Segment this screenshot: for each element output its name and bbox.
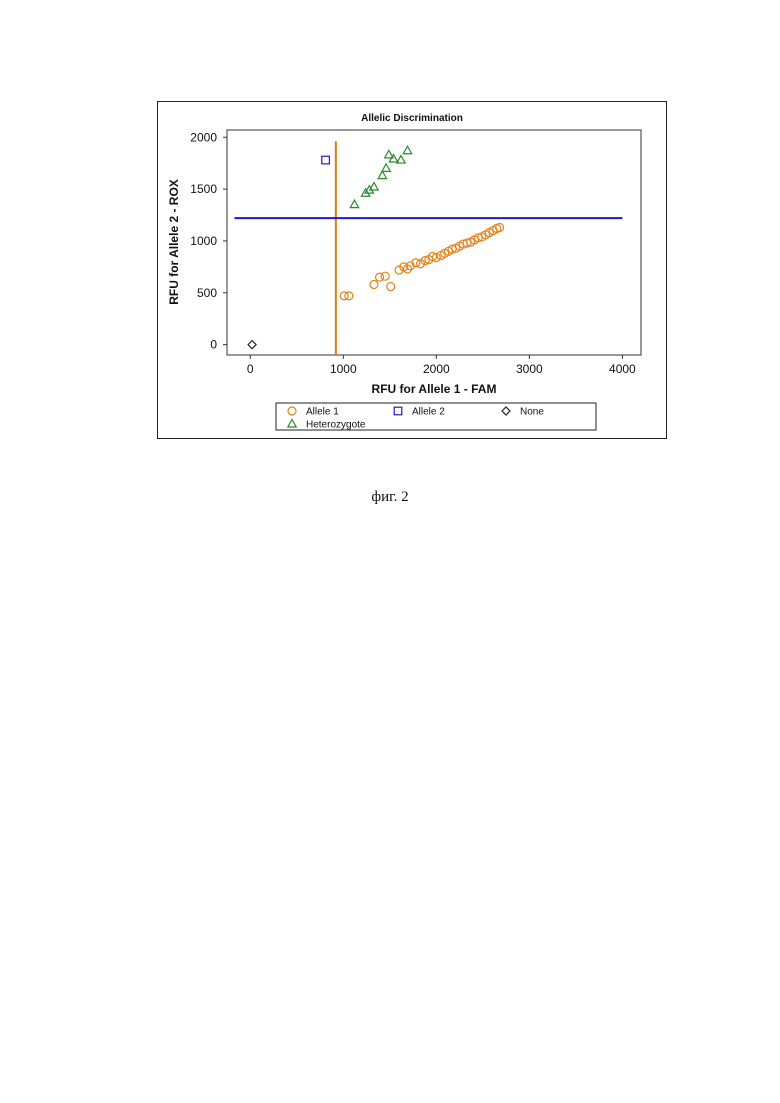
x-tick-label: 2000 xyxy=(423,362,450,376)
y-tick-label: 1000 xyxy=(190,234,217,248)
legend-label-heterozygote: Heterozygote xyxy=(306,420,366,431)
y-tick-label: 1500 xyxy=(190,182,217,196)
x-axis-label: RFU for Allele 1 - FAM xyxy=(372,382,497,396)
legend-label-allele-1: Allele 1 xyxy=(306,407,339,418)
plot-area xyxy=(227,130,641,355)
legend-label-allele-2: Allele 2 xyxy=(412,407,445,418)
y-tick-label: 0 xyxy=(210,338,217,352)
legend: Allele 1 Allele 2 None Heterozygote xyxy=(276,403,596,431)
chart-title: Allelic Discrimination xyxy=(361,113,463,124)
chart-figure: Allelic Discrimination 0 1000 2000 3000 4000… xyxy=(157,101,667,439)
x-tick-label: 0 xyxy=(247,362,254,376)
y-axis-label: RFU for Allele 2 - ROX xyxy=(167,179,181,305)
x-tick-label: 3000 xyxy=(516,362,543,376)
x-tick-label: 1000 xyxy=(330,362,357,376)
chart-svg: Allelic Discrimination 0 1000 2000 3000 4000… xyxy=(158,102,666,438)
y-tick-label: 2000 xyxy=(190,130,217,144)
x-tick-label: 4000 xyxy=(609,362,636,376)
legend-label-none: None xyxy=(520,407,544,418)
figure-caption: фиг. 2 xyxy=(0,489,780,506)
y-tick-label: 500 xyxy=(197,286,217,300)
